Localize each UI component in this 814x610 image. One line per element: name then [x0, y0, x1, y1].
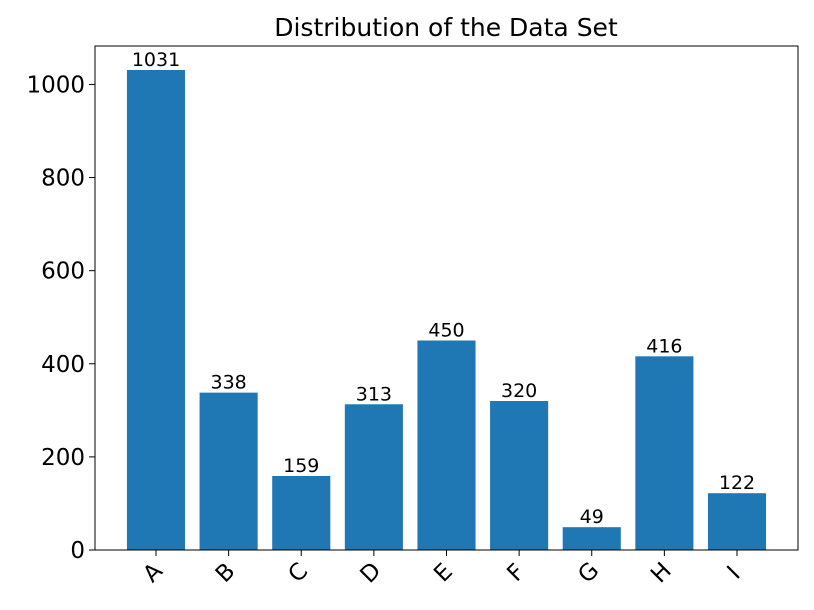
y-tick-label: 600	[41, 259, 85, 285]
chart-title: Distribution of the Data Set	[274, 13, 618, 42]
bar	[272, 475, 331, 550]
value-label: 49	[580, 506, 604, 528]
bar	[126, 70, 186, 550]
y-tick-label: 400	[41, 352, 85, 378]
bar	[707, 493, 767, 550]
bar	[344, 404, 403, 550]
value-label: 313	[356, 383, 392, 405]
value-label: 416	[646, 335, 682, 357]
value-label: 1031	[132, 49, 180, 71]
value-label: 338	[210, 372, 246, 394]
bar	[490, 401, 549, 550]
value-label: 122	[719, 472, 755, 494]
value-label: 320	[501, 380, 537, 402]
value-label: 159	[283, 455, 319, 477]
bar	[199, 392, 258, 550]
y-tick-label: 1000	[26, 72, 85, 98]
bar	[417, 340, 476, 550]
y-tick-label: 800	[41, 166, 85, 192]
y-tick-label: 200	[41, 445, 85, 471]
axes-frame	[94, 45, 799, 551]
y-tick-label: 0	[70, 538, 85, 564]
bar	[635, 356, 694, 550]
bar	[562, 527, 621, 550]
value-label: 450	[428, 319, 464, 341]
